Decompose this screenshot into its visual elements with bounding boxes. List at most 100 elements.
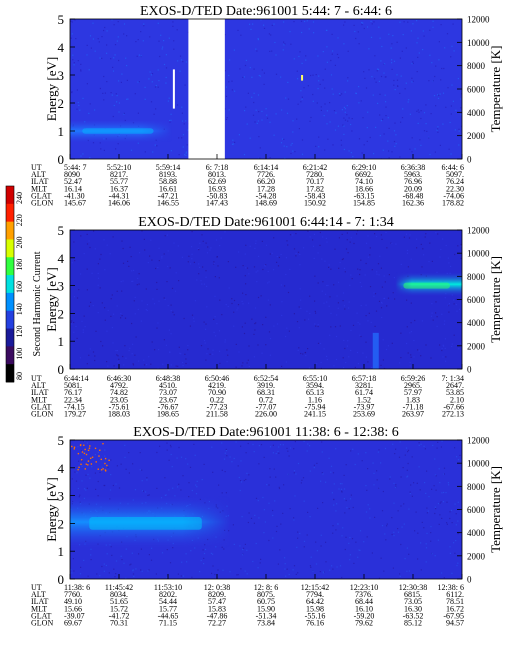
noise-cell (81, 320, 83, 322)
table-cell: 162.36 (402, 199, 424, 208)
noise-cell (116, 95, 118, 97)
panel-2: EXOS-D/TED Date:961001 6:44:14 - 7: 1:34… (31, 215, 503, 419)
noise-cell (295, 573, 297, 575)
noise-cell (365, 304, 367, 306)
noise-cell (365, 315, 367, 317)
y-tick-label: 1 (58, 124, 65, 139)
noise-cell (86, 289, 88, 291)
table-cell: -77.23 (207, 402, 228, 411)
noise-cell (388, 157, 390, 159)
noise-cell (81, 480, 83, 482)
table-cell: 12:23:10 (350, 583, 378, 592)
noise-cell (400, 263, 402, 265)
noise-cell (273, 325, 275, 327)
table-row-label: GLAT (31, 191, 52, 200)
noise-cell (77, 446, 79, 448)
noise-cell (138, 81, 140, 83)
noise-cell (155, 108, 157, 110)
noise-cell (266, 484, 268, 486)
noise-cell (317, 55, 319, 57)
noise-cell (131, 353, 133, 355)
noise-cell (352, 324, 355, 326)
noise-cell (380, 557, 382, 559)
table-cell: 16.61 (159, 184, 177, 193)
noise-cell (269, 468, 271, 470)
noise-cell (430, 113, 432, 115)
table-cell: -39.07 (64, 611, 85, 620)
noise-cell (335, 335, 338, 338)
noise-cell (384, 533, 386, 535)
noise-cell (319, 231, 321, 234)
noise-cell (326, 29, 328, 31)
noise-cell (362, 117, 364, 119)
y2-tick-label: 0 (467, 365, 472, 375)
noise-cell (120, 317, 122, 319)
noise-cell (309, 565, 311, 567)
noise-cell (111, 327, 113, 329)
noise-cell (439, 502, 441, 504)
noise-cell (205, 323, 207, 325)
noise-cell (393, 277, 395, 279)
noise-cell (317, 282, 319, 284)
noise-cell (380, 60, 382, 62)
noise-cell (336, 314, 338, 316)
colorbar-tick-label: 100 (15, 348, 24, 360)
noise-cell (267, 299, 269, 301)
noise-cell (418, 111, 420, 113)
noise-cell (175, 272, 177, 274)
noise-cell (403, 523, 405, 525)
dot (87, 464, 89, 466)
noise-cell (380, 120, 382, 122)
noise-cell (442, 92, 445, 94)
noise-cell (437, 441, 439, 443)
noise-cell (75, 325, 77, 327)
noise-cell (190, 550, 192, 552)
noise-cell (144, 249, 146, 251)
noise-cell (450, 105, 452, 107)
noise-cell (257, 39, 259, 41)
noise-cell (110, 92, 112, 94)
noise-cell (283, 145, 285, 147)
noise-cell (284, 557, 286, 559)
noise-cell (400, 332, 402, 334)
colorbar-tick-label: 240 (15, 192, 24, 204)
noise-cell (324, 260, 326, 262)
noise-cell (116, 350, 118, 352)
noise-cell (405, 447, 408, 449)
noise-cell (376, 470, 378, 472)
noise-cell (407, 266, 409, 268)
noise-cell (82, 97, 84, 99)
y2-tick-label: 2000 (467, 341, 486, 351)
noise-cell (106, 44, 108, 46)
noise-cell (278, 486, 280, 488)
noise-cell (140, 55, 142, 58)
noise-cell (383, 133, 385, 135)
noise-cell (424, 448, 426, 450)
noise-cell (245, 478, 247, 481)
noise-cell (348, 508, 350, 510)
noise-cell (233, 311, 235, 313)
noise-cell (352, 506, 354, 509)
panel-title: EXOS-D/TED Date:961001 11:38: 6 - 12:38:… (133, 425, 398, 440)
noise-cell (275, 530, 278, 533)
noise-cell (369, 136, 371, 139)
noise-cell (115, 573, 117, 575)
noise-cell (409, 332, 411, 334)
noise-cell (434, 75, 436, 78)
noise-cell (179, 70, 181, 72)
noise-cell (383, 570, 385, 572)
noise-cell (417, 37, 419, 39)
noise-cell (435, 508, 437, 510)
noise-cell (381, 45, 383, 48)
table-row-label: UT (31, 583, 42, 592)
noise-cell (429, 153, 431, 156)
noise-cell (359, 323, 361, 325)
noise-cell (90, 47, 92, 49)
noise-cell (383, 367, 385, 369)
noise-cell (410, 258, 412, 260)
noise-cell (315, 541, 317, 543)
noise-cell (114, 44, 117, 46)
noise-cell (382, 118, 384, 120)
noise-cell (440, 501, 442, 503)
